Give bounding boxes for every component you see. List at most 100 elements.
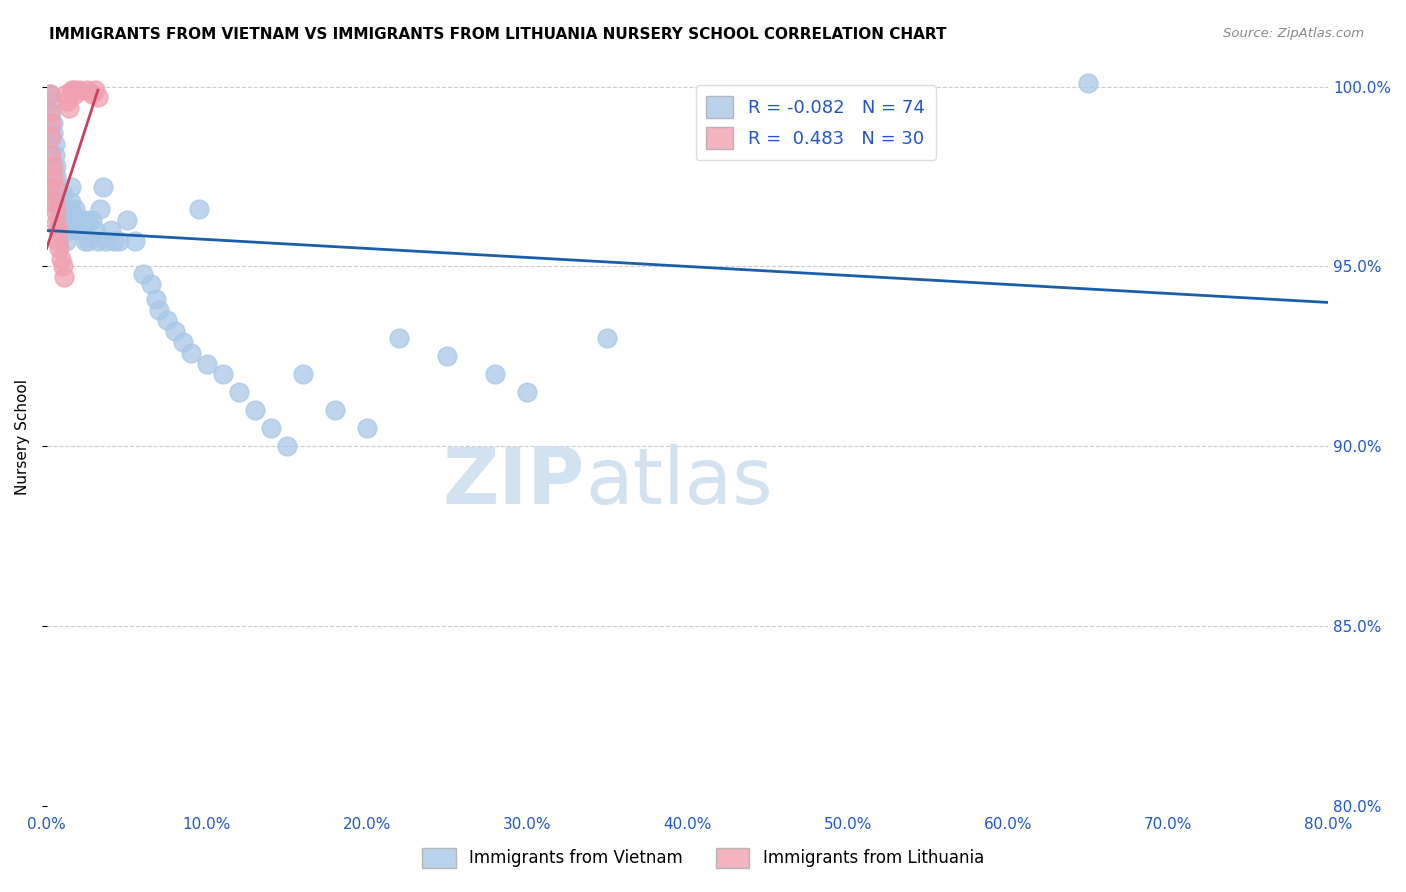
Point: [41, 115, 63, 129]
Point: [53, 202, 76, 216]
Point: [46, 180, 69, 194]
Point: [56, 94, 79, 108]
Point: [38, 87, 60, 101]
Point: [72, 223, 94, 237]
Point: [65, 202, 87, 216]
Point: [260, 421, 283, 435]
Point: [45, 216, 67, 230]
Point: [65, 87, 87, 101]
Point: [46, 223, 69, 237]
Point: [115, 212, 138, 227]
Point: [148, 302, 170, 317]
Point: [65, 212, 87, 227]
Point: [56, 202, 79, 216]
Point: [42, 159, 65, 173]
Point: [44, 194, 66, 209]
Point: [100, 223, 122, 237]
Point: [60, 83, 83, 97]
Point: [37, 194, 59, 209]
Point: [44, 137, 66, 152]
Point: [41, 104, 63, 119]
Point: [53, 212, 76, 227]
Point: [52, 260, 75, 274]
Point: [276, 439, 298, 453]
Point: [55, 234, 77, 248]
Point: [139, 277, 162, 292]
Point: [103, 234, 125, 248]
Point: [58, 101, 80, 115]
Point: [42, 169, 65, 184]
Point: [63, 83, 86, 97]
Legend: R = -0.082   N = 74, R =  0.483   N = 30: R = -0.082 N = 74, R = 0.483 N = 30: [696, 85, 935, 160]
Point: [180, 346, 202, 360]
Point: [83, 83, 105, 97]
Point: [80, 212, 103, 227]
Point: [48, 242, 70, 256]
Legend: Immigrants from Vietnam, Immigrants from Lithuania: Immigrants from Vietnam, Immigrants from…: [416, 841, 990, 875]
Point: [45, 169, 67, 184]
Text: Source: ZipAtlas.com: Source: ZipAtlas.com: [1223, 27, 1364, 40]
Point: [212, 368, 235, 382]
Point: [58, 223, 80, 237]
Point: [388, 331, 411, 345]
Point: [59, 180, 82, 194]
Point: [56, 212, 79, 227]
Point: [49, 194, 72, 209]
Point: [67, 83, 90, 97]
Point: [156, 313, 179, 327]
Point: [195, 357, 218, 371]
Point: [83, 223, 105, 237]
Point: [48, 202, 70, 216]
Point: [44, 180, 66, 194]
Point: [46, 234, 69, 248]
Point: [52, 187, 75, 202]
Point: [87, 90, 110, 104]
Point: [172, 334, 194, 349]
Point: [77, 234, 100, 248]
Point: [80, 87, 103, 101]
Point: [323, 403, 346, 417]
Point: [89, 202, 111, 216]
Point: [70, 212, 93, 227]
Point: [44, 148, 66, 162]
Point: [52, 209, 75, 223]
Point: [63, 212, 86, 227]
Point: [38, 87, 60, 101]
Point: [69, 223, 91, 237]
Point: [60, 216, 83, 230]
Point: [228, 385, 250, 400]
Text: IMMIGRANTS FROM VIETNAM VS IMMIGRANTS FROM LITHUANIA NURSERY SCHOOL CORRELATION : IMMIGRANTS FROM VIETNAM VS IMMIGRANTS FR…: [49, 27, 946, 42]
Y-axis label: Nursery School: Nursery School: [15, 379, 30, 495]
Point: [67, 212, 90, 227]
Point: [41, 94, 63, 108]
Point: [87, 234, 110, 248]
Point: [291, 368, 314, 382]
Point: [1077, 76, 1099, 90]
Point: [516, 385, 538, 400]
Point: [49, 252, 72, 267]
Point: [91, 180, 114, 194]
Point: [42, 126, 65, 140]
Point: [66, 223, 89, 237]
Point: [187, 202, 209, 216]
Point: [46, 191, 69, 205]
Point: [124, 234, 146, 248]
Point: [49, 223, 72, 237]
Point: [42, 115, 65, 129]
Point: [59, 194, 82, 209]
Point: [60, 205, 83, 219]
Point: [76, 212, 98, 227]
Point: [94, 234, 117, 248]
Point: [41, 129, 63, 144]
Point: [53, 270, 76, 285]
Point: [484, 368, 506, 382]
Point: [76, 83, 98, 97]
Point: [45, 205, 67, 219]
Point: [163, 324, 186, 338]
Point: [145, 292, 167, 306]
Point: [37, 180, 59, 194]
Point: [38, 104, 60, 119]
Point: [107, 234, 129, 248]
Point: [596, 331, 619, 345]
Point: [132, 267, 155, 281]
